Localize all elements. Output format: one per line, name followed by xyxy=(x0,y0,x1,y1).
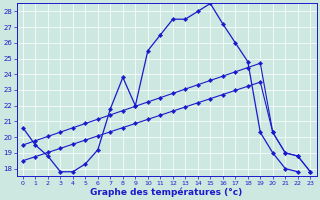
X-axis label: Graphe des températures (°c): Graphe des températures (°c) xyxy=(91,187,243,197)
